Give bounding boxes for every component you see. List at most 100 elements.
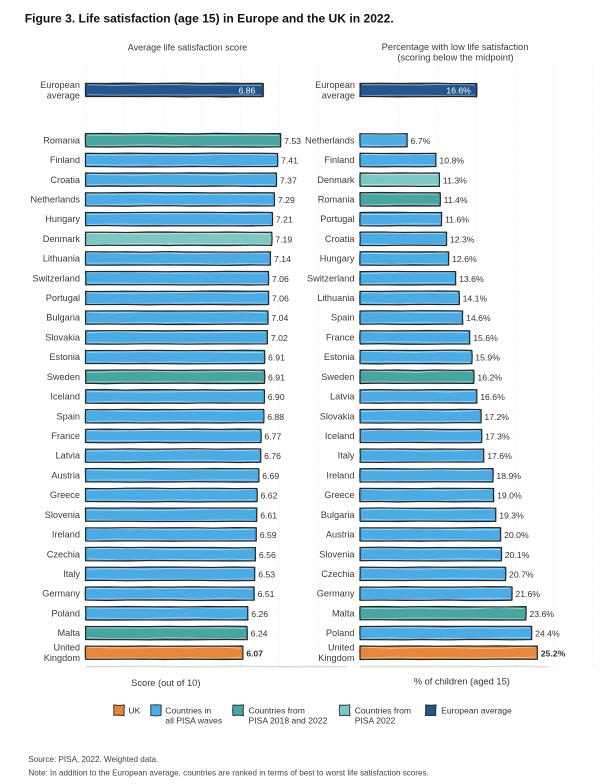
svg-text:Czechia: Czechia: [321, 569, 355, 579]
svg-text:11.3%: 11.3%: [443, 175, 467, 185]
svg-text:10.8%: 10.8%: [439, 156, 464, 166]
svg-text:24.4%: 24.4%: [535, 629, 560, 639]
svg-text:20.1%: 20.1%: [505, 550, 530, 560]
svg-text:Figure 3. Life satisfaction (a: Figure 3. Life satisfaction (age 15) in …: [25, 12, 394, 26]
svg-text:Slovenia: Slovenia: [45, 510, 81, 520]
svg-text:23.6%: 23.6%: [529, 609, 554, 619]
svg-text:Netherlands: Netherlands: [305, 135, 355, 145]
svg-text:7.41: 7.41: [281, 156, 298, 166]
svg-text:17.2%: 17.2%: [484, 412, 509, 422]
svg-text:Slovakia: Slovakia: [320, 411, 356, 421]
svg-text:European: European: [40, 80, 80, 90]
svg-text:17.6%: 17.6%: [487, 451, 512, 461]
svg-text:6.51: 6.51: [258, 589, 275, 599]
svg-text:(scoring below the midpoint): (scoring below the midpoint): [397, 53, 513, 63]
svg-text:Austria: Austria: [326, 530, 355, 540]
svg-text:Kingdom: Kingdom: [44, 653, 81, 663]
svg-text:6.53: 6.53: [258, 570, 275, 580]
svg-text:Countries from: Countries from: [249, 705, 305, 715]
svg-text:Kingdom: Kingdom: [318, 653, 355, 663]
svg-text:Finland: Finland: [324, 155, 354, 165]
svg-text:7.19: 7.19: [275, 234, 292, 244]
svg-text:Italy: Italy: [63, 569, 80, 579]
svg-text:7.14: 7.14: [274, 254, 291, 264]
svg-text:6.69: 6.69: [262, 471, 279, 481]
svg-text:7.29: 7.29: [278, 195, 295, 205]
svg-text:13.6%: 13.6%: [459, 274, 484, 284]
svg-text:25.2%: 25.2%: [541, 648, 566, 658]
svg-text:6.07: 6.07: [246, 648, 263, 658]
svg-text:% of children (aged 15): % of children (aged 15): [414, 677, 510, 687]
svg-text:Countries from: Countries from: [355, 705, 411, 715]
svg-text:21.6%: 21.6%: [515, 589, 540, 599]
svg-text:6.7%: 6.7%: [411, 136, 431, 146]
svg-text:6.77: 6.77: [264, 432, 281, 442]
svg-text:Note: In addition to the Europ: Note: In addition to the European averag…: [28, 769, 428, 778]
svg-text:16.6%: 16.6%: [446, 86, 471, 96]
svg-text:Greece: Greece: [324, 490, 354, 500]
svg-text:12.3%: 12.3%: [450, 234, 475, 244]
svg-text:6.59: 6.59: [260, 530, 277, 540]
svg-text:France: France: [326, 333, 355, 343]
svg-text:Malta: Malta: [332, 608, 355, 618]
svg-text:14.6%: 14.6%: [466, 313, 491, 323]
svg-text:Denmark: Denmark: [43, 234, 81, 244]
svg-text:European: European: [315, 80, 355, 90]
svg-text:Malta: Malta: [58, 628, 81, 638]
svg-text:Sweden: Sweden: [47, 372, 80, 382]
svg-text:6.91: 6.91: [268, 353, 285, 363]
svg-text:Switzerland: Switzerland: [33, 273, 81, 283]
svg-text:6.26: 6.26: [251, 609, 268, 619]
svg-text:16.6%: 16.6%: [480, 392, 505, 402]
svg-text:Average life satisfaction scor: Average life satisfaction score: [128, 42, 247, 52]
svg-text:Ireland: Ireland: [52, 530, 80, 540]
svg-text:Portugal: Portugal: [46, 293, 80, 303]
svg-text:Ireland: Ireland: [326, 470, 354, 480]
svg-text:France: France: [51, 431, 80, 441]
svg-text:Estonia: Estonia: [324, 352, 356, 362]
svg-text:Austria: Austria: [51, 470, 80, 480]
svg-text:PISA 2022: PISA 2022: [355, 715, 396, 725]
svg-text:Slovenia: Slovenia: [319, 549, 355, 559]
svg-text:6.62: 6.62: [261, 491, 278, 501]
svg-text:6.90: 6.90: [268, 392, 285, 402]
svg-text:Bulgaria: Bulgaria: [46, 313, 81, 323]
svg-text:18.9%: 18.9%: [496, 471, 521, 481]
svg-text:Hungary: Hungary: [320, 254, 355, 264]
svg-text:Hungary: Hungary: [45, 214, 80, 224]
svg-text:Croatia: Croatia: [325, 234, 356, 244]
svg-text:average: average: [322, 91, 355, 101]
svg-text:20.7%: 20.7%: [509, 570, 534, 580]
svg-text:7.06: 7.06: [272, 274, 289, 284]
svg-text:Percentage with low life satis: Percentage with low life satisfaction: [382, 42, 529, 52]
svg-text:Estonia: Estonia: [49, 352, 81, 362]
svg-text:Spain: Spain: [57, 411, 81, 421]
svg-text:6.86: 6.86: [239, 86, 256, 96]
svg-text:Lithuania: Lithuania: [43, 254, 81, 264]
svg-text:17.3%: 17.3%: [485, 432, 510, 442]
svg-text:Germany: Germany: [42, 589, 80, 599]
svg-text:Switzerland: Switzerland: [307, 273, 355, 283]
svg-text:6.91: 6.91: [268, 372, 285, 382]
svg-text:Spain: Spain: [331, 313, 355, 323]
svg-text:Poland: Poland: [51, 608, 80, 618]
svg-text:PISA 2018 and 2022: PISA 2018 and 2022: [249, 715, 328, 725]
svg-text:Finland: Finland: [50, 155, 80, 165]
svg-text:6.61: 6.61: [260, 510, 277, 520]
svg-text:7.06: 7.06: [272, 294, 289, 304]
svg-text:Denmark: Denmark: [317, 175, 355, 185]
svg-text:Lithuania: Lithuania: [317, 293, 355, 303]
svg-text:Slovakia: Slovakia: [45, 333, 81, 343]
svg-text:11.4%: 11.4%: [444, 195, 468, 205]
svg-text:Iceland: Iceland: [325, 431, 355, 441]
svg-text:7.21: 7.21: [276, 215, 293, 225]
svg-text:Latvia: Latvia: [330, 392, 355, 402]
svg-text:Source: PISA, 2022. Weighted d: Source: PISA, 2022. Weighted data.: [28, 755, 158, 764]
svg-text:7.37: 7.37: [280, 175, 297, 185]
svg-text:Sweden: Sweden: [321, 372, 354, 382]
svg-text:6.56: 6.56: [259, 550, 276, 560]
svg-text:Romania: Romania: [318, 195, 356, 205]
svg-text:6.88: 6.88: [267, 412, 284, 422]
svg-text:12.6%: 12.6%: [452, 254, 477, 264]
svg-text:11.6%: 11.6%: [445, 215, 469, 225]
